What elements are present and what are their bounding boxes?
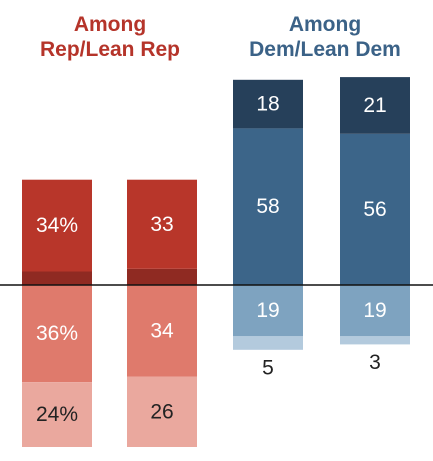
g1-bar1-above-seg1 bbox=[340, 77, 410, 134]
g1-bar0-below-seg1 bbox=[233, 336, 303, 350]
g0-bar1-below-seg1 bbox=[127, 376, 197, 447]
g0-bar1-above-seg1 bbox=[127, 179, 197, 269]
g1-bar0-below-label1: 5 bbox=[262, 356, 274, 379]
g0-bar0-above-seg0 bbox=[22, 271, 92, 285]
rep-title-line-1: Among bbox=[73, 13, 147, 36]
g1-bar1-below-label1: 3 bbox=[369, 351, 381, 374]
g0-bar1-above-seg0 bbox=[127, 268, 197, 285]
rep-group-title: Among Rep/Lean Rep bbox=[20, 12, 200, 62]
g1-bar1-above-label1: 21 bbox=[363, 94, 386, 117]
dem-group-title: Among Dem/Lean Dem bbox=[230, 12, 420, 62]
g1-bar1-above-seg0 bbox=[340, 133, 410, 285]
g1-bar0-above-label1: 18 bbox=[256, 93, 279, 116]
g1-bar0-above-seg0 bbox=[233, 128, 303, 285]
g0-bar0-below-label0: 36% bbox=[36, 322, 78, 345]
g0-bar0-below-seg0 bbox=[22, 285, 92, 383]
g0-bar1-above-label1: 33 bbox=[150, 213, 173, 236]
g0-bar1-below-seg0 bbox=[127, 285, 197, 377]
g0-bar0-above-seg1 bbox=[22, 179, 92, 272]
g1-bar0-below-label0: 19 bbox=[256, 299, 279, 322]
g1-bar0-above-label0: 58 bbox=[256, 195, 279, 218]
g0-bar0-below-seg1 bbox=[22, 382, 92, 447]
g0-bar1-below-label1: 26 bbox=[150, 400, 173, 423]
g1-bar1-below-label0: 19 bbox=[363, 299, 386, 322]
g0-bar0-below-label1: 24% bbox=[36, 403, 78, 426]
g1-bar0-above-seg1 bbox=[233, 79, 303, 129]
g0-bar0-above-label1: 34% bbox=[36, 214, 78, 237]
g1-bar0-below-seg0 bbox=[233, 285, 303, 337]
g0-bar1-below-label0: 34 bbox=[150, 319, 174, 342]
g1-bar1-above-label0: 56 bbox=[363, 198, 386, 221]
dem-title-line-1: Among bbox=[288, 13, 362, 36]
g1-bar1-below-seg1 bbox=[340, 336, 410, 345]
dem-title-line-2: Dem/Lean Dem bbox=[249, 38, 401, 61]
g1-bar1-below-seg0 bbox=[340, 285, 410, 337]
rep-title-line-2: Rep/Lean Rep bbox=[39, 38, 181, 61]
